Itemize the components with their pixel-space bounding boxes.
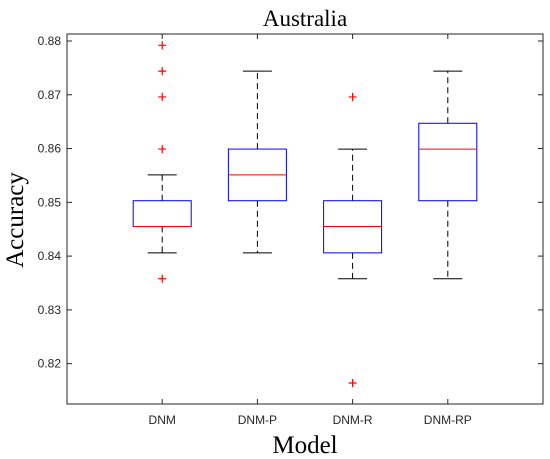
box-dnm-rp bbox=[418, 122, 478, 202]
axes-frame bbox=[66, 33, 544, 405]
y-tick-label: 0.84 bbox=[38, 249, 62, 263]
x-tick-label: DNM-R bbox=[333, 413, 373, 427]
box-dnm bbox=[132, 200, 192, 228]
outlier-point bbox=[158, 145, 167, 154]
y-tick-label: 0.88 bbox=[38, 34, 62, 48]
outlier-point bbox=[158, 92, 167, 101]
x-axis-title: Model bbox=[272, 432, 337, 459]
y-tick-label: 0.86 bbox=[38, 142, 62, 156]
outlier-point bbox=[158, 274, 167, 283]
outlier-point bbox=[158, 41, 167, 50]
x-tick-label: DNM-RP bbox=[424, 413, 472, 427]
chart-title: Australia bbox=[263, 6, 347, 31]
plot-area: 0.82 0.83 0.84 0.85 0.86 0.87 0.88 DNM DNM-P DNM-… bbox=[38, 33, 544, 427]
y-axis-title: Accuracy bbox=[2, 172, 29, 268]
outlier-point bbox=[158, 67, 167, 76]
outlier-point bbox=[348, 92, 357, 101]
y-tick-label: 0.82 bbox=[38, 357, 62, 371]
outlier-point bbox=[348, 379, 357, 388]
y-tick-label: 0.83 bbox=[38, 303, 62, 317]
y-tick-label: 0.87 bbox=[38, 88, 62, 102]
x-tick-label: DNM bbox=[149, 413, 176, 427]
x-tick-label: DNM-P bbox=[238, 413, 277, 427]
y-tick-label: 0.85 bbox=[38, 195, 62, 209]
